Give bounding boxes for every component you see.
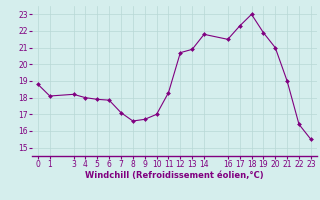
X-axis label: Windchill (Refroidissement éolien,°C): Windchill (Refroidissement éolien,°C) <box>85 171 264 180</box>
